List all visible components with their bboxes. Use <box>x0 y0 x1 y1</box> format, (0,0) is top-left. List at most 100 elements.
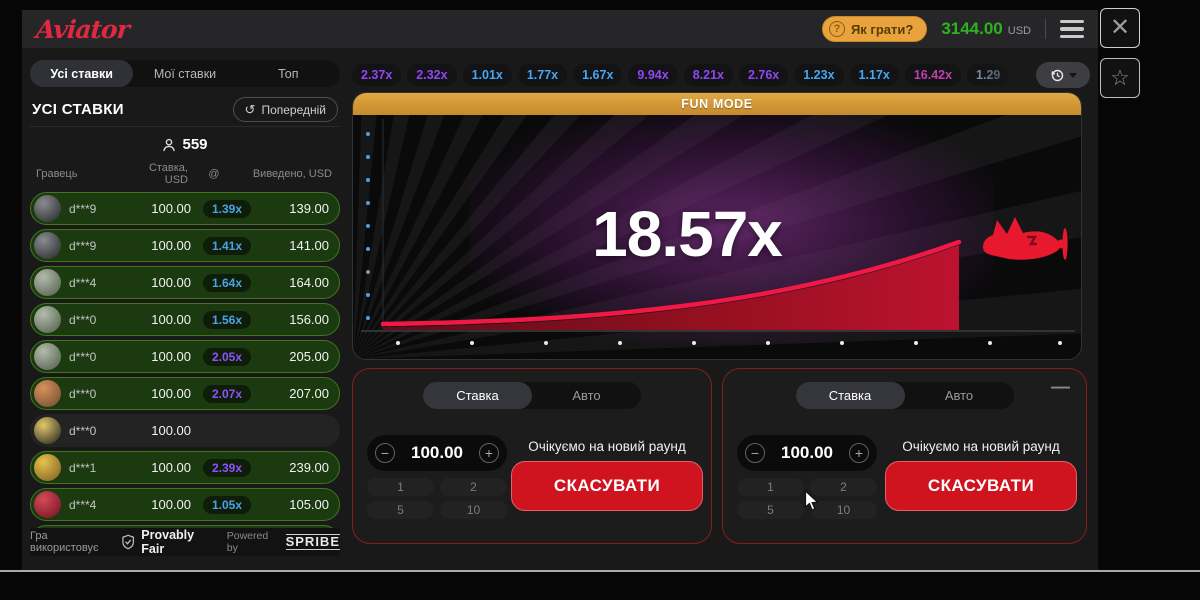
question-icon: ? <box>828 21 845 37</box>
balance: 3144.00 USD <box>941 19 1031 39</box>
quick-amounts: 1 2 5 10 <box>737 478 877 519</box>
cancel-bet-button[interactable]: СКАСУВАТИ <box>511 461 703 511</box>
bet-panel-2: Ставка Авто — − 100.00 + 1 2 5 10 Очікує… <box>722 368 1087 544</box>
history-multiplier[interactable]: 2.32x <box>407 64 457 86</box>
close-icon[interactable]: ✕ <box>1100 8 1140 48</box>
tab-my-bets[interactable]: Мої ставки <box>153 66 217 81</box>
history-multiplier[interactable]: 8.21x <box>683 64 733 86</box>
history-multiplier[interactable]: 1.23x <box>794 64 844 86</box>
bet-amount-value[interactable]: 100.00 <box>781 443 833 462</box>
avatar <box>34 306 61 333</box>
history-multiplier[interactable]: 1.67x <box>573 64 623 86</box>
decrease-bet-button[interactable]: − <box>375 443 395 463</box>
tab-bet[interactable]: Ставка <box>423 382 532 409</box>
avatar <box>34 195 61 222</box>
quick-amounts: 1 2 5 10 <box>367 478 507 519</box>
avatar <box>34 380 61 407</box>
previous-round-button[interactable]: ↺ Попередній <box>232 97 338 122</box>
clock-history-icon <box>1051 69 1063 82</box>
plane-icon <box>983 217 1068 260</box>
avatar <box>34 232 61 259</box>
tab-bet[interactable]: Ставка <box>795 382 905 409</box>
avatar <box>34 454 61 481</box>
avatar <box>34 491 61 518</box>
increase-bet-button[interactable]: + <box>479 443 499 463</box>
table-row: d***0 100.00 <box>30 414 340 447</box>
divider <box>1045 19 1046 39</box>
table-row: d***4 100.00 1.05x 105.00 <box>30 488 340 521</box>
quick-amount-button[interactable]: 10 <box>810 501 877 519</box>
increase-bet-button[interactable]: + <box>849 443 869 463</box>
bet-amount-stepper: − 100.00 + <box>367 435 507 471</box>
avatar <box>34 417 61 444</box>
tab-top[interactable]: Топ <box>278 66 299 81</box>
shield-check-icon <box>122 534 134 550</box>
how-to-play-label: Як грати? <box>850 21 914 37</box>
history-multiplier[interactable]: 2.76x <box>738 64 789 86</box>
multiplier-history: 2.37x 2.32x 1.01x 1.77x 1.67x 9.94x 8.21… <box>352 62 1090 88</box>
tab-auto[interactable]: Авто <box>944 388 974 403</box>
current-multiplier: 18.57x <box>592 198 783 270</box>
tab-auto[interactable]: Авто <box>572 388 601 403</box>
spribe-logo[interactable]: SPRIBE <box>285 533 340 551</box>
decrease-bet-button[interactable]: − <box>745 443 765 463</box>
balance-amount: 3144.00 <box>941 19 1003 38</box>
history-multiplier[interactable]: 1.01x <box>462 64 512 86</box>
history-dropdown-button[interactable] <box>1036 62 1090 88</box>
mouse-cursor <box>804 490 819 511</box>
table-row: d***4 100.00 1.64x 164.00 <box>30 266 340 299</box>
person-icon <box>163 138 176 151</box>
quick-amount-button[interactable]: 5 <box>737 501 804 519</box>
tab-all-bets[interactable]: Усі ставки <box>30 60 134 87</box>
history-back-icon: ↺ <box>244 101 256 117</box>
divider <box>0 570 1200 572</box>
table-row: d***9 100.00 1.41x 141.00 <box>30 229 340 262</box>
table-row: d***0 100.00 2.05x 205.00 <box>30 340 340 373</box>
star-icon[interactable]: ☆ <box>1100 58 1140 98</box>
chevron-down-icon <box>1068 72 1077 78</box>
history-fade <box>976 62 1046 88</box>
table-row: d***0 100.00 1.56x 156.00 <box>30 303 340 336</box>
quick-amount-button[interactable]: 1 <box>737 478 804 496</box>
quick-amount-button[interactable]: 10 <box>440 501 507 519</box>
history-multiplier[interactable]: 2.37x <box>352 64 402 86</box>
multiplier-badge: 2.39x <box>202 458 252 477</box>
multiplier-badge: 1.64x <box>202 273 252 292</box>
bet-panel-1: Ставка Авто − 100.00 + 1 2 5 10 Очікуємо… <box>352 368 712 544</box>
how-to-play-button[interactable]: ? Як грати? <box>821 16 928 42</box>
history-multiplier[interactable]: 16.42x <box>904 64 962 86</box>
menu-icon[interactable] <box>1060 19 1084 39</box>
aviator-logo: Aviator <box>34 14 131 44</box>
quick-amount-button[interactable]: 2 <box>810 478 877 496</box>
quick-amount-button[interactable]: 2 <box>440 478 507 496</box>
quick-amount-button[interactable]: 5 <box>367 501 434 519</box>
multiplier-badge: 1.56x <box>202 310 252 329</box>
round-status-text: Очікуємо на новий раунд <box>902 439 1060 454</box>
quick-amount-button[interactable]: 1 <box>367 478 434 496</box>
history-multiplier[interactable]: 1.17x <box>849 64 899 86</box>
game-canvas: FUN MODE 18.57x <box>352 92 1082 360</box>
bet-amount-stepper: − 100.00 + <box>737 435 877 471</box>
table-header: Гравець Ставка, USD @ Виведено, USD <box>36 162 332 186</box>
table-row: d***0 100.00 2.07x 207.00 <box>30 377 340 410</box>
bet-amount-value[interactable]: 100.00 <box>411 443 463 462</box>
multiplier-badge: 2.05x <box>202 347 252 366</box>
bets-list: d***9 100.00 1.39x 139.00 d***9 100.00 1… <box>30 192 340 536</box>
section-title: УСІ СТАВКИ <box>32 101 124 118</box>
bet-mode-tabs: Ставка Авто <box>423 382 641 409</box>
bets-tab-bar: Усі ставки Мої ставки Топ <box>30 60 340 87</box>
multiplier-badge: 2.07x <box>202 384 252 403</box>
provably-fair-footer: Гра використовує Provably Fair Powered b… <box>30 528 340 556</box>
avatar <box>34 343 61 370</box>
history-multiplier[interactable]: 9.94x <box>628 64 678 86</box>
multiplier-badge: 1.39x <box>202 199 252 218</box>
bet-mode-tabs: Ставка Авто <box>795 382 1014 409</box>
fun-mode-banner: FUN MODE <box>353 93 1081 115</box>
players-count: 559 <box>30 126 340 160</box>
history-multiplier[interactable]: 1.77x <box>517 64 568 86</box>
table-row: d***1 100.00 2.39x 239.00 <box>30 451 340 484</box>
collapse-panel-icon[interactable]: — <box>1051 377 1070 398</box>
cancel-bet-button[interactable]: СКАСУВАТИ <box>885 461 1077 511</box>
flight-curve <box>361 119 1075 332</box>
avatar <box>34 269 61 296</box>
